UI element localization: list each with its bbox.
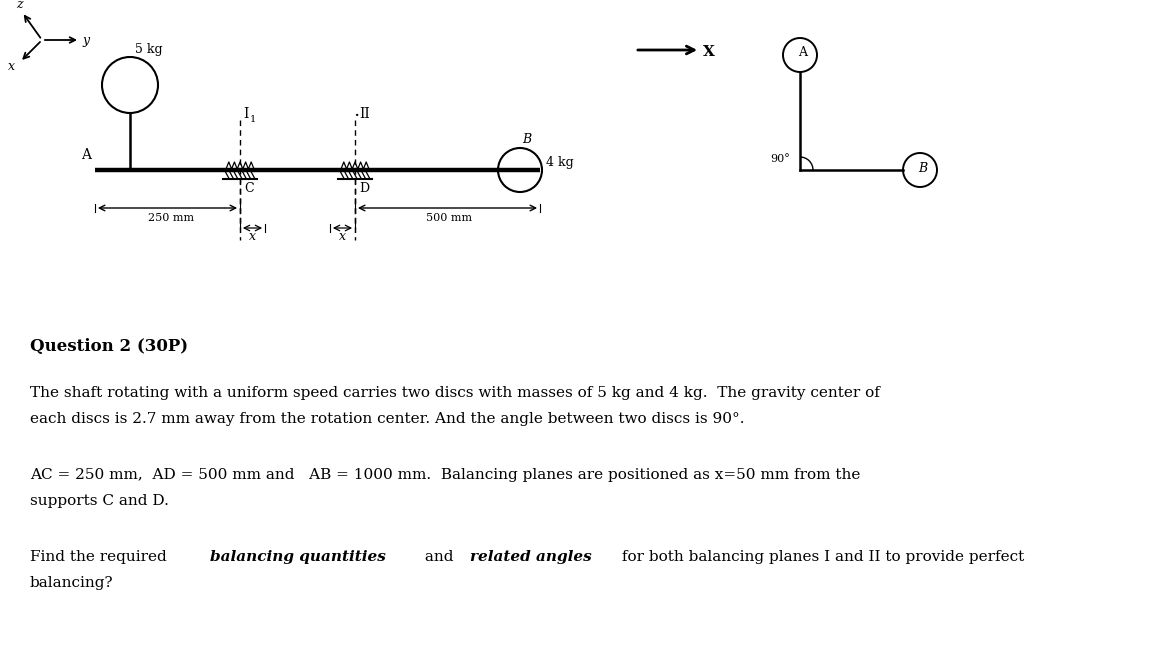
Text: B: B: [522, 133, 531, 146]
Text: The shaft rotating with a uniform speed carries two discs with masses of 5 kg an: The shaft rotating with a uniform speed …: [31, 386, 880, 400]
Text: X: X: [703, 45, 714, 59]
Text: balancing quantities: balancing quantities: [210, 550, 385, 564]
Text: 1: 1: [250, 115, 256, 124]
Text: x: x: [338, 230, 345, 243]
Text: Find the required: Find the required: [31, 550, 172, 564]
Text: each discs is 2.7 mm away from the rotation center. And the angle between two di: each discs is 2.7 mm away from the rotat…: [31, 412, 745, 426]
Text: C: C: [244, 182, 254, 195]
Text: 4 kg: 4 kg: [546, 156, 573, 169]
Text: D: D: [360, 182, 369, 195]
Text: 5 kg: 5 kg: [135, 43, 162, 56]
Text: II: II: [360, 107, 370, 121]
Text: balancing?: balancing?: [31, 576, 114, 590]
Text: 500 mm: 500 mm: [425, 213, 471, 223]
Text: A: A: [81, 148, 90, 162]
Text: AC = 250 mm,  AD = 500 mm and   AB = 1000 mm.  Balancing planes are positioned a: AC = 250 mm, AD = 500 mm and AB = 1000 m…: [31, 468, 860, 482]
Text: x: x: [8, 60, 15, 73]
Text: 90°: 90°: [770, 154, 790, 164]
Text: supports C and D.: supports C and D.: [31, 494, 169, 508]
Text: I: I: [243, 107, 248, 121]
Text: 250 mm: 250 mm: [148, 213, 194, 223]
Text: .: .: [352, 102, 360, 120]
Text: B: B: [919, 162, 927, 174]
Text: x: x: [248, 230, 255, 243]
Text: y: y: [82, 34, 89, 47]
Text: z: z: [16, 0, 22, 11]
Text: related angles: related angles: [470, 550, 592, 564]
Text: A: A: [799, 46, 807, 60]
Text: and: and: [419, 550, 458, 564]
Text: Question 2 (30P): Question 2 (30P): [31, 338, 188, 355]
Text: for both balancing planes I and II to provide perfect: for both balancing planes I and II to pr…: [617, 550, 1025, 564]
